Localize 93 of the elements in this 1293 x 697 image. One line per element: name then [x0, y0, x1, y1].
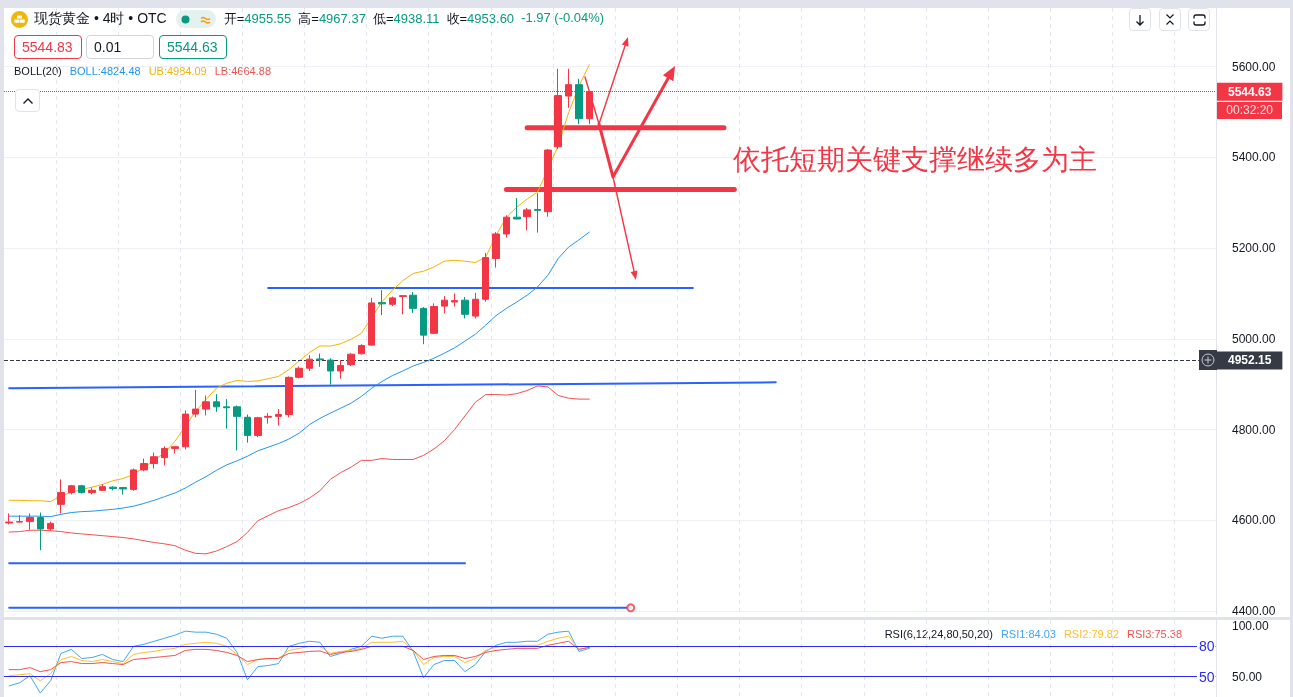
y-tick-label: 5000.00 [1232, 331, 1276, 346]
candlestick [192, 389, 199, 418]
candlestick [295, 365, 303, 379]
candlestick [88, 487, 96, 495]
line-series [8, 64, 590, 503]
legend-title: BOLL(20) [14, 64, 62, 77]
line-series [8, 231, 590, 518]
candlestick [254, 416, 262, 438]
candlestick [182, 409, 189, 450]
candlestick [37, 512, 44, 551]
candlestick [399, 294, 407, 315]
candlestick [130, 468, 137, 492]
candlestick [575, 78, 583, 125]
candlestick [492, 231, 500, 269]
ref-line-label: 5544.63 [1228, 84, 1272, 99]
text: LB:4664.88 [214, 64, 272, 77]
price-field: 5544.63 [159, 35, 227, 59]
text: BOLL:4824.48 [69, 64, 141, 77]
candlestick [461, 296, 469, 319]
y-tick-label: 4400.00 [1232, 604, 1276, 618]
text: RSI3:75.38 [1126, 627, 1183, 640]
candlestick [202, 394, 210, 416]
candlestick [233, 404, 241, 451]
candlestick [534, 192, 541, 234]
candlestick [337, 359, 344, 380]
annotation: 低=4938.11 [372, 11, 440, 26]
y-tick-label: 5400.00 [1232, 150, 1276, 165]
candlestick [482, 252, 489, 303]
candlestick [285, 375, 293, 418]
candlestick [503, 214, 510, 239]
candlestick [68, 484, 75, 495]
annotation: -1.97 (-0.04%) [521, 10, 605, 27]
candlestick [389, 296, 396, 307]
ref-line-label: 4952.15 [1228, 353, 1272, 368]
candlestick [140, 458, 148, 472]
annotation: 高=4967.37 [298, 11, 366, 26]
candlestick [264, 412, 272, 425]
candlestick [378, 289, 386, 316]
candlestick [472, 292, 479, 319]
candlestick [275, 408, 282, 426]
line-series [8, 385, 590, 555]
candlestick [306, 354, 313, 372]
candlestick [99, 483, 106, 492]
candlestick [5, 512, 13, 525]
candlestick [161, 445, 168, 466]
candlestick [171, 445, 179, 455]
line-series [8, 630, 590, 694]
candlestick [358, 343, 365, 356]
y-tick-label: 100.00 [1232, 619, 1270, 634]
candlestick [409, 291, 417, 314]
candlestick [213, 393, 220, 413]
candlestick [109, 485, 117, 491]
y-tick-label: 5200.00 [1232, 241, 1276, 256]
candlestick [513, 197, 521, 220]
ref-line-label: 80 [1199, 638, 1215, 655]
chart-title: 现货黄金 • 4时 • OTC [34, 10, 167, 28]
text: RSI1:84.03 [1000, 627, 1056, 640]
annotation: 开=4955.55 [223, 11, 292, 26]
candlestick [16, 514, 23, 524]
annotation: 5544.63 [167, 39, 218, 55]
candlestick [451, 292, 458, 308]
legend-title: RSI(6,12,24,80,50,20) [884, 627, 993, 640]
ref-line-label: 50 [1199, 668, 1215, 685]
text: RSI2:79.82 [1063, 627, 1119, 640]
candlestick [327, 357, 334, 386]
candlestick [244, 414, 251, 444]
y-tick-label: 4600.00 [1232, 513, 1276, 528]
candlestick [150, 452, 158, 470]
annotation: 5544.83 [22, 39, 73, 55]
candlestick [78, 484, 85, 494]
text: UB:4984.09 [148, 64, 207, 77]
candlestick [420, 306, 427, 345]
candlestick [223, 398, 230, 430]
y-tick-label: 4800.00 [1232, 422, 1276, 437]
annotation: 依托短期关键支撑继续多为主 [733, 143, 1097, 177]
candlestick [26, 512, 34, 531]
candlestick [47, 521, 54, 532]
annotation: 收=4953.60 [446, 11, 515, 26]
candlestick [119, 486, 127, 495]
candlestick [368, 297, 375, 347]
y-tick-label: 50.00 [1232, 669, 1263, 684]
candlestick [57, 478, 65, 514]
quantity-field: 0.01 [86, 35, 154, 59]
candlestick [316, 353, 324, 368]
line-series [8, 640, 590, 673]
candlestick [430, 302, 438, 335]
price-field: 5544.83 [14, 35, 82, 59]
candlestick [347, 352, 355, 367]
candlestick [441, 295, 448, 314]
annotation: 0.01 [94, 39, 122, 55]
candlestick [523, 207, 531, 231]
text: 00:32:20 [1226, 103, 1274, 118]
y-tick-label: 5600.00 [1232, 59, 1276, 74]
